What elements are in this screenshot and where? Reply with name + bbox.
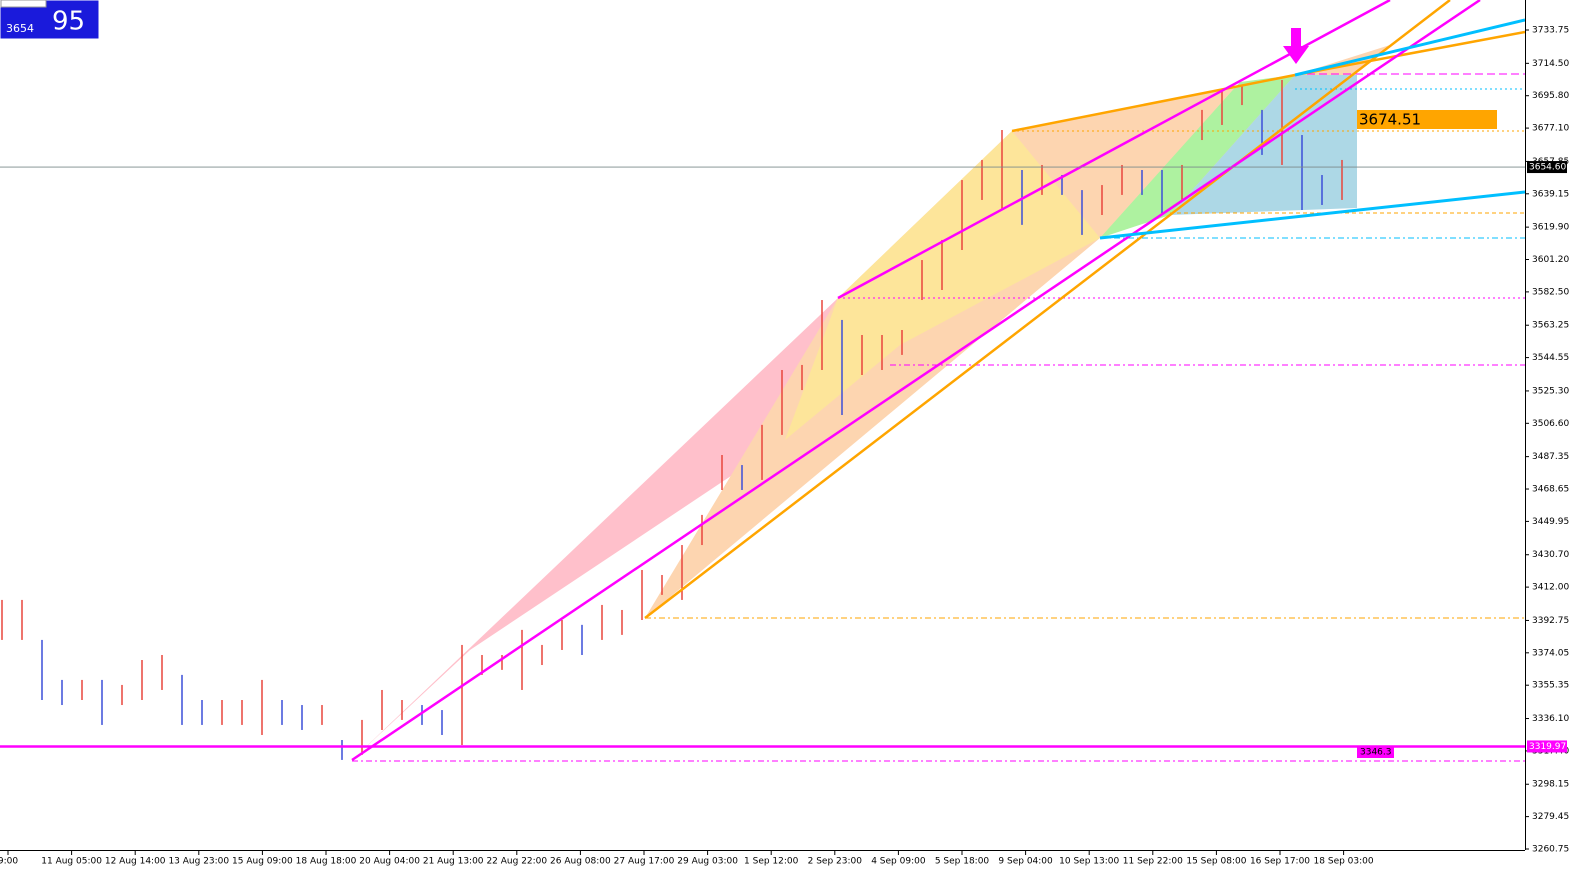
y-tick-label: 3392.75: [1532, 616, 1569, 626]
y-tick-label: 3563.25: [1532, 321, 1569, 331]
y-tick-label: 3733.75: [1532, 26, 1569, 36]
trendline: [644, 0, 1451, 619]
x-tick-label: 16 Sep 17:00: [1250, 857, 1310, 867]
price-label: 3319.97: [1529, 742, 1566, 752]
price-label-box: [1527, 161, 1567, 174]
x-tick-label: 9 Sep 04:00: [998, 857, 1053, 867]
y-tick-label: 3412.00: [1532, 583, 1569, 593]
y-tick-label: 3298.15: [1532, 780, 1569, 790]
x-tick-label: 10 Sep 13:00: [1059, 857, 1119, 867]
y-tick-label: 3619.90: [1532, 223, 1569, 233]
trendline: [1294, 30, 1526, 77]
price-label-box: [1527, 740, 1567, 753]
y-tick-label: 3582.50: [1532, 287, 1569, 297]
x-axis: 9:00 11 Aug 05:00 12 Aug 14:00 13 Aug 23:00…: [0, 850, 1374, 867]
x-tick-label: 4 Sep 09:00: [871, 857, 926, 867]
pink-zone: [352, 298, 838, 760]
trendline: [1294, 18, 1526, 77]
x-tick-label: 26 Aug 08:00: [550, 857, 611, 867]
x-tick-label: 18 Sep 03:00: [1314, 857, 1374, 867]
x-tick-label: 11 Sep 22:00: [1123, 857, 1183, 867]
green-zone: [1100, 75, 1295, 238]
y-tick-label: 3506.60: [1532, 419, 1569, 429]
y-tick-label: 3449.95: [1532, 517, 1569, 527]
y-axis: 3733.753714.503695.803677.103657.853639.…: [1525, 26, 1569, 855]
price-label: 3654.60: [1529, 163, 1566, 173]
y-tick-label: 3601.20: [1532, 255, 1569, 265]
x-tick-label: 21 Aug 13:00: [423, 857, 484, 867]
y-tick-label: 3336.10: [1532, 714, 1569, 724]
y-tick-label: 3639.15: [1532, 189, 1569, 199]
y-tick-label: 3487.35: [1532, 452, 1569, 462]
trendline: [1011, 73, 1296, 133]
x-tick-label: 2 Sep 23:00: [808, 857, 863, 867]
y-tick-label: 3260.75: [1532, 845, 1569, 855]
price-lines: [0, 166, 1525, 748]
quote-tab: [0, 0, 47, 8]
x-tick-label: 20 Aug 04:00: [359, 857, 420, 867]
y-tick-label: 3468.65: [1532, 485, 1569, 495]
arrow-marker: [1283, 28, 1309, 64]
y-tick-label: 3430.70: [1532, 550, 1569, 560]
quote-big: 95: [52, 7, 85, 37]
x-tick-label: 5 Sep 18:00: [935, 857, 990, 867]
y-tick-label: 3544.55: [1532, 353, 1569, 363]
annotation: 3674.51: [1359, 111, 1421, 129]
y-tick-label: 3355.35: [1532, 681, 1569, 691]
drawings: [352, 45, 1525, 762]
y-tick-label: 3714.50: [1532, 59, 1569, 69]
x-tick-label: 29 Aug 03:00: [677, 857, 738, 867]
trendline: [1099, 190, 1526, 240]
trendlines: [351, 0, 1526, 762]
x-tick-label: 15 Sep 08:00: [1186, 857, 1246, 867]
y-tick-label: 3279.45: [1532, 812, 1569, 822]
x-tick-label: 1 Sep 12:00: [744, 857, 799, 867]
y-tick-label: 3374.05: [1532, 648, 1569, 658]
y-tick-label: 3695.80: [1532, 91, 1569, 101]
annotation-box: [1357, 746, 1394, 758]
x-tick-label: 15 Aug 09:00: [232, 857, 293, 867]
x-tick-label: 22 Aug 22:00: [486, 857, 547, 867]
x-tick-label: 12 Aug 14:00: [105, 857, 166, 867]
x-tick-label: 9:00: [0, 857, 18, 867]
x-tick-label: 27 Aug 17:00: [614, 857, 675, 867]
y-tick-label: 3525.30: [1532, 386, 1569, 396]
x-tick-label: 11 Aug 05:00: [41, 857, 102, 867]
annotation-box: [1357, 110, 1497, 129]
price-labels: 3654.60 3319.97: [1527, 161, 1567, 753]
x-tick-label: 18 Aug 18:00: [296, 857, 357, 867]
x-tick-label: 13 Aug 23:00: [168, 857, 229, 867]
quote-small: 3654: [6, 22, 34, 35]
annotation: 3346.3: [1360, 748, 1392, 758]
y-tick-label: 3677.10: [1532, 124, 1569, 134]
trendline: [351, 0, 1481, 762]
